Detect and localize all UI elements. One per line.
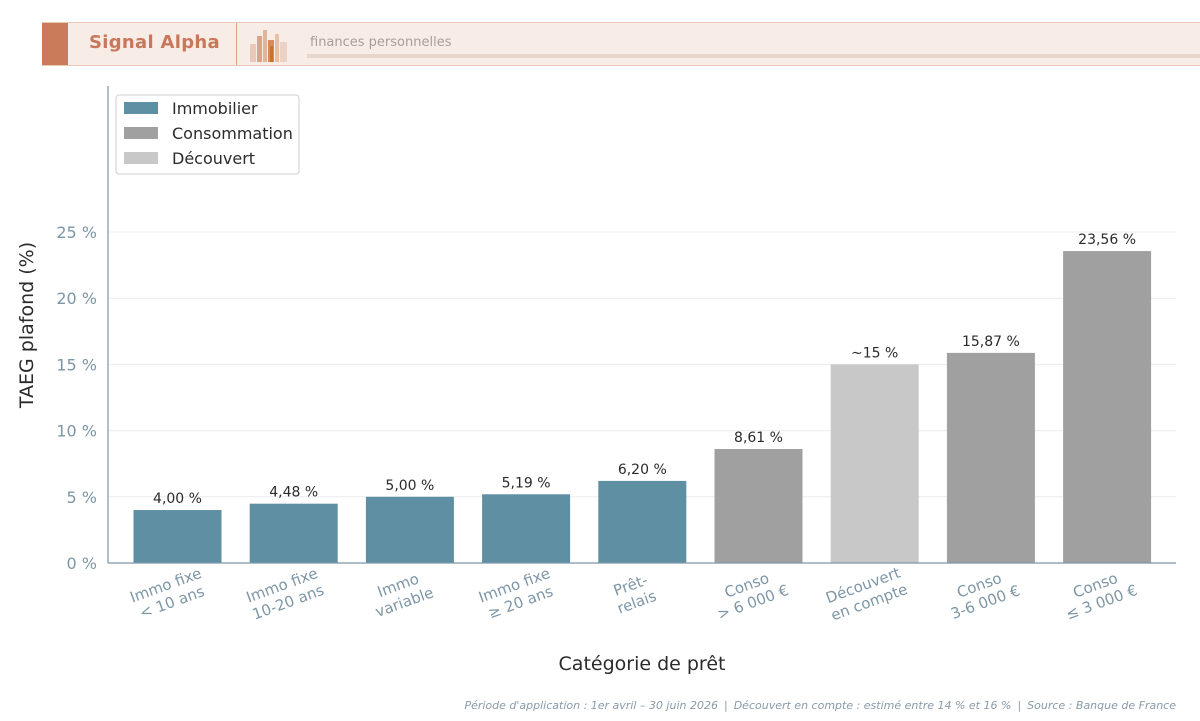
bar-value-label: 5,00 %	[385, 478, 434, 494]
bar	[482, 494, 571, 563]
bar	[714, 449, 803, 563]
y-tick-label: 10 %	[56, 422, 97, 441]
axes	[107, 86, 1176, 564]
legend-label: Découvert	[172, 149, 255, 168]
bar-value-label: 15,87 %	[962, 334, 1020, 350]
bar	[133, 510, 222, 563]
x-tick-label: Prêt-relais	[611, 571, 659, 618]
footer-period: Période d'application : 1er avril – 30 j…	[464, 699, 718, 712]
footer-note: Période d'application : 1er avril – 30 j…	[464, 699, 1176, 712]
legend-box	[115, 94, 300, 175]
y-tick-label: 5 %	[67, 488, 97, 507]
bar	[365, 496, 454, 563]
header-rule	[307, 54, 1200, 58]
legend-swatch	[124, 102, 158, 114]
legend-swatch	[124, 152, 158, 164]
legend-swatch	[124, 127, 158, 139]
bar	[1063, 251, 1152, 563]
bar-value-label: 4,00 %	[153, 491, 202, 507]
y-tick-label: 20 %	[56, 289, 97, 308]
y-tick-label: 25 %	[56, 223, 97, 242]
x-tick-label: Conso> 6 000 €	[715, 569, 791, 623]
x-axis-label: Catégorie de prêt	[559, 653, 726, 675]
x-tick-label: Immo fixe< 10 ans	[128, 564, 207, 622]
y-tick-label: 15 %	[56, 355, 97, 374]
site-header: Signal Alpha finances personnelles	[42, 22, 1200, 66]
brand-swatch	[42, 23, 68, 65]
legend-label: Immobilier	[172, 99, 258, 118]
city-skyline-icon	[250, 30, 287, 62]
footer-separator: |	[1017, 699, 1022, 712]
bar	[946, 352, 1035, 563]
footer-source: Source : Banque de France	[1027, 699, 1176, 712]
bar-chart: 4,00 % 4,48 % 5,00 % 5,19 % 6,20 % 8,61 % ~15 …	[16, 86, 1176, 675]
bars	[133, 251, 1152, 563]
bar	[598, 480, 687, 563]
x-tick-label: Immo fixe≥ 20 ans	[476, 564, 555, 622]
bar-value-label: 8,61 %	[734, 430, 783, 446]
bar-value-label: 6,20 %	[618, 462, 667, 478]
header-subtitle: finances personnelles	[310, 35, 452, 50]
footer-overdraft-note: Découvert en compte : estimé entre 14 % …	[733, 699, 1012, 712]
bar-value-label: 23,56 %	[1078, 232, 1136, 248]
y-tick-label: 0 %	[67, 554, 97, 573]
header-divider	[236, 23, 237, 65]
y-tick-labels: 0 % 5 % 10 % 15 % 20 % 25 %	[56, 223, 97, 573]
value-labels: 4,00 % 4,48 % 5,00 % 5,19 % 6,20 % 8,61 % ~15 …	[153, 232, 1136, 507]
brand-name[interactable]: Signal Alpha	[89, 32, 220, 53]
y-axis-label: TAEG plafond (%)	[16, 242, 38, 409]
legend: Immobilier Consommation Découvert	[115, 94, 300, 175]
legend-label: Consommation	[172, 124, 293, 143]
bar	[249, 503, 338, 563]
bar	[830, 364, 919, 563]
bar-value-label: 4,48 %	[269, 485, 318, 501]
bar-value-label: ~15 %	[851, 345, 898, 361]
bar-value-label: 5,19 %	[502, 475, 551, 491]
footer-separator: |	[723, 699, 728, 712]
x-tick-label: Conso≤ 3 000 €	[1063, 569, 1139, 623]
